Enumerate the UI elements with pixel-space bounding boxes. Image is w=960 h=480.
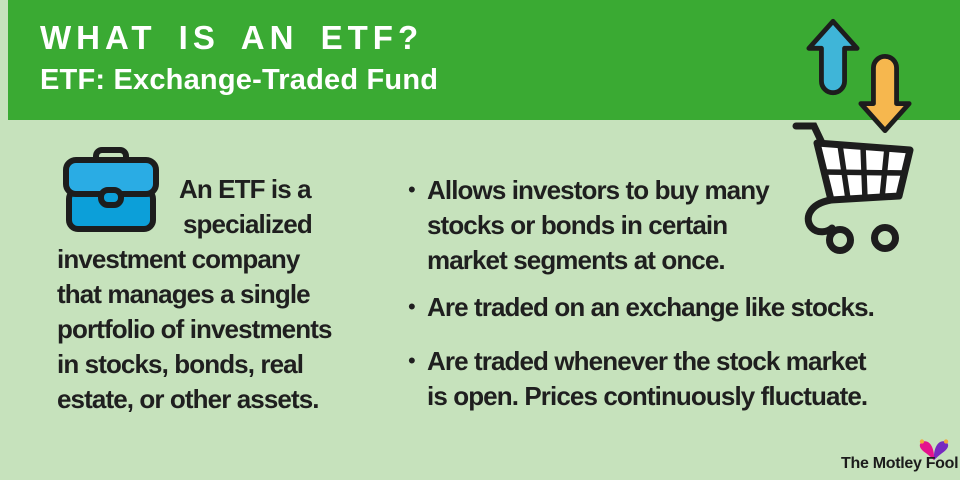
- bullet-item: • Are traded whenever the stock market i…: [408, 344, 928, 414]
- definition-line: portfolio of investments: [57, 314, 332, 344]
- bullet-line: market segments at once.: [427, 245, 726, 275]
- definition-line: estate, or other assets.: [57, 384, 320, 414]
- bullet-line: Are traded whenever the stock market: [427, 346, 867, 376]
- bullet-list: • Allows investors to buy many stocks or…: [408, 173, 928, 414]
- bullet-line: Allows investors to buy many: [427, 175, 770, 205]
- brand-name: The Motley Fool: [841, 455, 959, 472]
- down-arrow-icon: [858, 54, 912, 134]
- bullet-icon: •: [408, 177, 416, 202]
- header-banner: WHAT IS AN ETF? ETF: Exchange-Traded Fun…: [8, 0, 960, 120]
- bullet-item: • Allows investors to buy many stocks or…: [408, 173, 928, 278]
- bullet-icon: •: [408, 294, 416, 319]
- page-subtitle: ETF: Exchange-Traded Fund: [40, 64, 439, 97]
- definition-line: An ETF is a: [179, 174, 312, 204]
- bullet-icon: •: [408, 348, 416, 373]
- shopping-cart-icon: [792, 122, 914, 254]
- definition-line: that manages a single: [57, 279, 311, 309]
- bullet-line: Are traded on an exchange like stocks.: [427, 292, 875, 322]
- bullet-line: stocks or bonds in certain: [427, 210, 728, 240]
- bullet-text: Are traded on an exchange like stocks.: [427, 290, 875, 325]
- definition-line: specialized: [183, 209, 313, 239]
- jester-hat-icon: [919, 439, 949, 461]
- page-title: WHAT IS AN ETF?: [40, 19, 424, 56]
- bullet-item: • Are traded on an exchange like stocks.: [408, 290, 928, 325]
- bullet-text: Allows investors to buy many stocks or b…: [427, 173, 770, 278]
- definition-line: investment company: [57, 244, 300, 274]
- up-arrow-icon: [806, 18, 860, 96]
- definition-line: in stocks, bonds, real: [57, 349, 304, 379]
- definition-section: An ETF is a specialized investment compa…: [57, 146, 417, 417]
- bullet-text: Are traded whenever the stock market is …: [427, 344, 868, 414]
- briefcase-icon: [63, 147, 159, 232]
- bullet-line: is open. Prices continuously fluctuate.: [427, 381, 868, 411]
- definition-text: An ETF is a specialized investment compa…: [57, 146, 417, 417]
